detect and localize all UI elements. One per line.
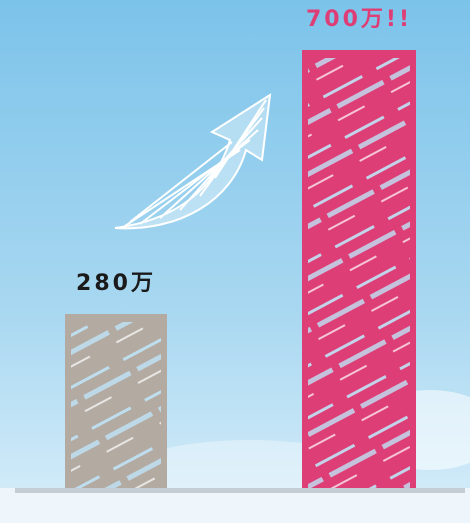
value-label: 280万 (76, 271, 156, 296)
page: {"chart_data": {"type": "bar", "values":… (0, 0, 470, 523)
value-label: 700万!! (306, 7, 412, 32)
ground-hatch (15, 488, 465, 493)
bar-hatch (71, 322, 161, 490)
bar-hatch (308, 58, 410, 490)
chart: 280万 700万!! (0, 0, 470, 523)
ground-strip (0, 488, 470, 523)
